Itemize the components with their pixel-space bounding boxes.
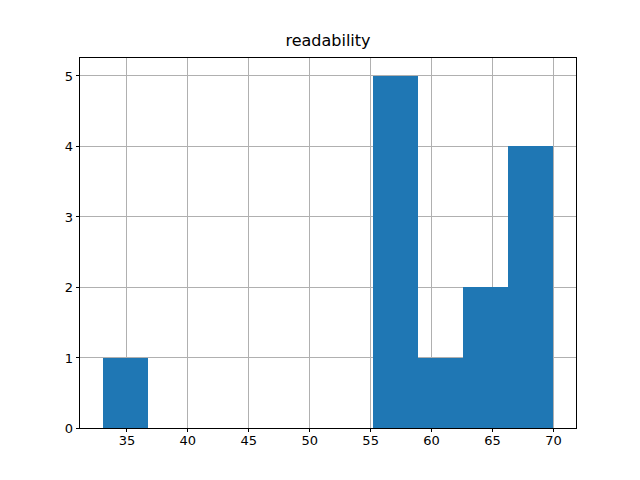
plot-area: 3540455055606570012345 [80,58,576,428]
y-tick [76,146,80,147]
y-tick-label: 5 [65,68,73,83]
histogram-bar [508,146,553,428]
grid-line-x [370,58,371,428]
grid-line-y [80,146,576,147]
x-tick [492,428,493,432]
x-tick [126,428,127,432]
grid-line-y [80,75,576,76]
y-tick-label: 1 [65,350,73,365]
grid-line-x [187,58,188,428]
y-tick [76,287,80,288]
x-tick-label: 45 [241,433,258,448]
grid-line-x [309,58,310,428]
y-tick-label: 0 [65,421,73,436]
x-tick-label: 55 [362,433,379,448]
x-tick-label: 70 [545,433,562,448]
histogram-bar [373,76,418,428]
x-tick [309,428,310,432]
y-tick [76,428,80,429]
x-tick [187,428,188,432]
x-tick [553,428,554,432]
x-tick [370,428,371,432]
chart-title: readability [80,31,576,50]
x-tick-label: 60 [423,433,440,448]
y-tick [76,75,80,76]
x-tick [248,428,249,432]
y-tick-label: 2 [65,280,73,295]
y-tick-label: 3 [65,209,73,224]
grid-line-y [80,216,576,217]
grid-line-x [248,58,249,428]
x-tick-label: 50 [301,433,318,448]
x-tick [431,428,432,432]
histogram-bar [103,358,148,428]
y-tick-label: 4 [65,139,73,154]
x-tick-label: 40 [180,433,197,448]
figure: readability 3540455055606570012345 [0,0,640,480]
x-tick-label: 65 [484,433,501,448]
histogram-bar [418,358,463,428]
x-tick-label: 35 [119,433,136,448]
y-tick [76,357,80,358]
y-tick [76,216,80,217]
histogram-bar [463,287,508,428]
